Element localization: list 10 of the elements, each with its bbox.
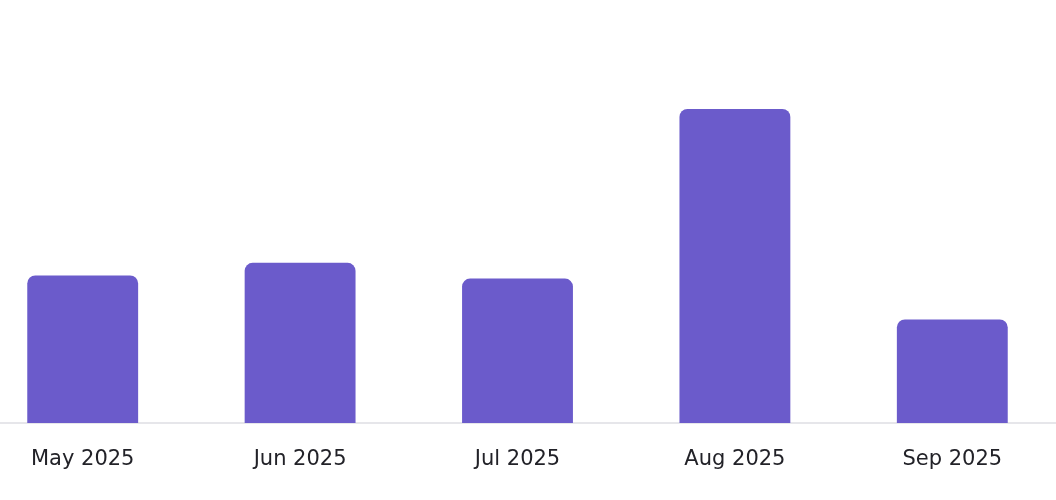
x-tick-label: Jul 2025 (472, 445, 561, 470)
x-tick-label: May 2025 (30, 445, 135, 470)
x-tick-label: Sep 2025 (902, 445, 1003, 470)
bar (679, 109, 791, 423)
bar (27, 275, 139, 423)
x-tick-label: Jun 2025 (251, 445, 347, 470)
bar (244, 262, 356, 423)
bar (462, 278, 573, 423)
x-tick-label: Aug 2025 (684, 445, 786, 470)
bar (896, 319, 1008, 423)
